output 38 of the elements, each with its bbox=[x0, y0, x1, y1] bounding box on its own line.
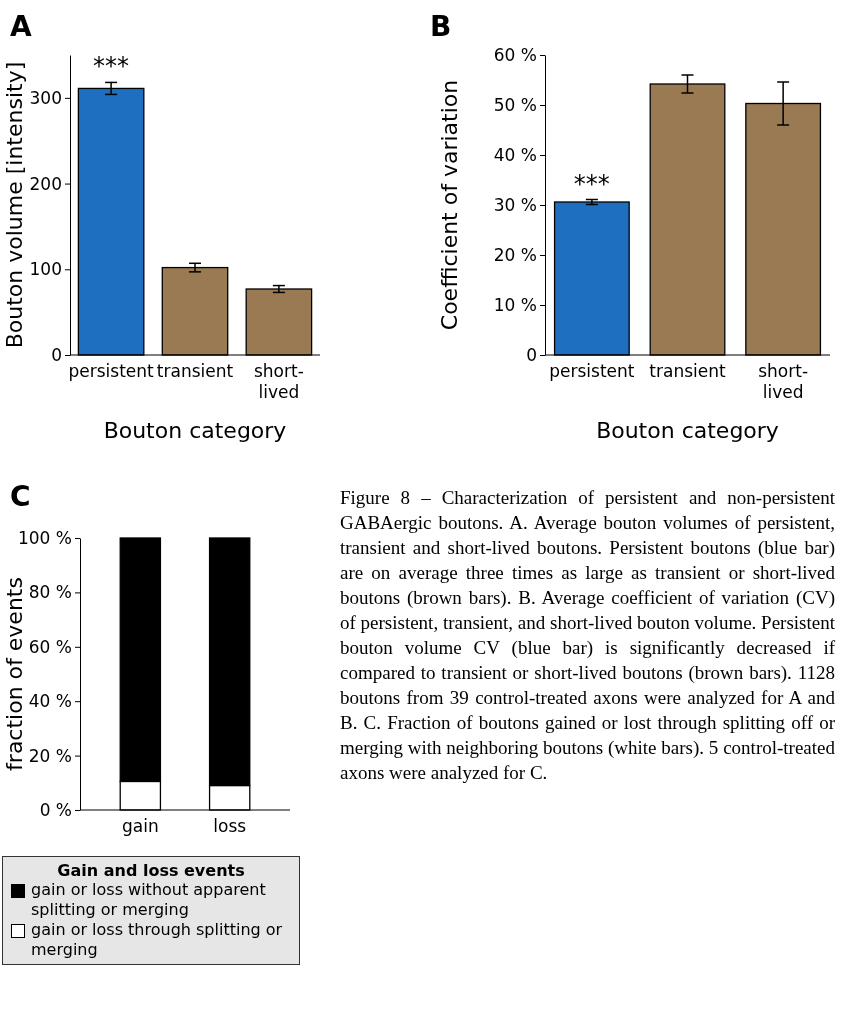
chart-title: A bbox=[10, 10, 32, 43]
x-tick-label: short-lived bbox=[253, 361, 304, 402]
y-tick-label: 60 % bbox=[493, 44, 537, 65]
x-tick-label: loss bbox=[213, 816, 247, 836]
x-axis-title: Bouton category bbox=[103, 418, 287, 443]
y-tick-label: 20 % bbox=[493, 244, 537, 265]
x-tick-label: persistent bbox=[549, 361, 635, 381]
x-axis-title: Bouton category bbox=[596, 418, 779, 443]
chart-title: B bbox=[430, 10, 452, 43]
legend-title: Gain and loss events bbox=[56, 861, 246, 880]
y-tick-label: 10 % bbox=[493, 294, 537, 315]
x-tick-label: transient bbox=[156, 361, 234, 381]
legend-label: gain or loss through splitting or merging bbox=[31, 920, 284, 960]
x-tick-label: gain bbox=[121, 816, 159, 836]
y-axis-title: Bouton volume [intensity] bbox=[2, 61, 27, 349]
y-tick-label: 100 % bbox=[17, 527, 72, 548]
x-tick-label: short-lived bbox=[758, 361, 809, 402]
y-tick-label: 20 % bbox=[28, 745, 72, 766]
chart-title: C bbox=[10, 480, 31, 513]
y-tick-label: 0 bbox=[526, 344, 537, 365]
x-tick-label: transient bbox=[649, 361, 726, 381]
annotation: *** bbox=[93, 52, 130, 81]
y-axis-title: Coefficient of variation bbox=[437, 79, 462, 331]
y-tick-label: 200 bbox=[29, 173, 62, 194]
y-tick-label: 40 % bbox=[493, 144, 537, 165]
y-tick-label: 50 % bbox=[493, 94, 537, 115]
y-tick-label: 0 % bbox=[39, 799, 72, 820]
x-tick-label: persistent bbox=[68, 361, 155, 381]
y-tick-label: 80 % bbox=[28, 582, 72, 603]
y-tick-label: 30 % bbox=[493, 194, 537, 215]
text: Figure 8 – Characterization of persistent and non-persistent GABAergic boutons. A. Average bouton volumes of persistent, transient and short-lived boutons. Persistent boutons (blue bar) are on average three times as large as transient or short-lived boutons (brown bars). B. Average coefficient of variation (CV) of persistent, transient, and short-lived bouton volume. Persistent bouton volume CV (blue bar) is significantly decreased if compared to transient or short-lived boutons (brown bars). 1128 boutons from 39 control-treated axons were analyzed for A and B. C. Fraction of boutons gained or lost through splitting off or merging with neighboring boutons (white bars). 5 control-treated axons were analyzed for C. bbox=[340, 487, 835, 783]
y-axis-title: fraction of events bbox=[2, 577, 27, 771]
annotation: *** bbox=[573, 169, 610, 198]
y-tick-label: 300 bbox=[29, 87, 62, 108]
y-tick-label: 40 % bbox=[28, 691, 72, 712]
y-tick-label: 0 bbox=[51, 344, 62, 365]
y-tick-label: 60 % bbox=[28, 636, 72, 657]
y-tick-label: 100 bbox=[29, 259, 62, 280]
